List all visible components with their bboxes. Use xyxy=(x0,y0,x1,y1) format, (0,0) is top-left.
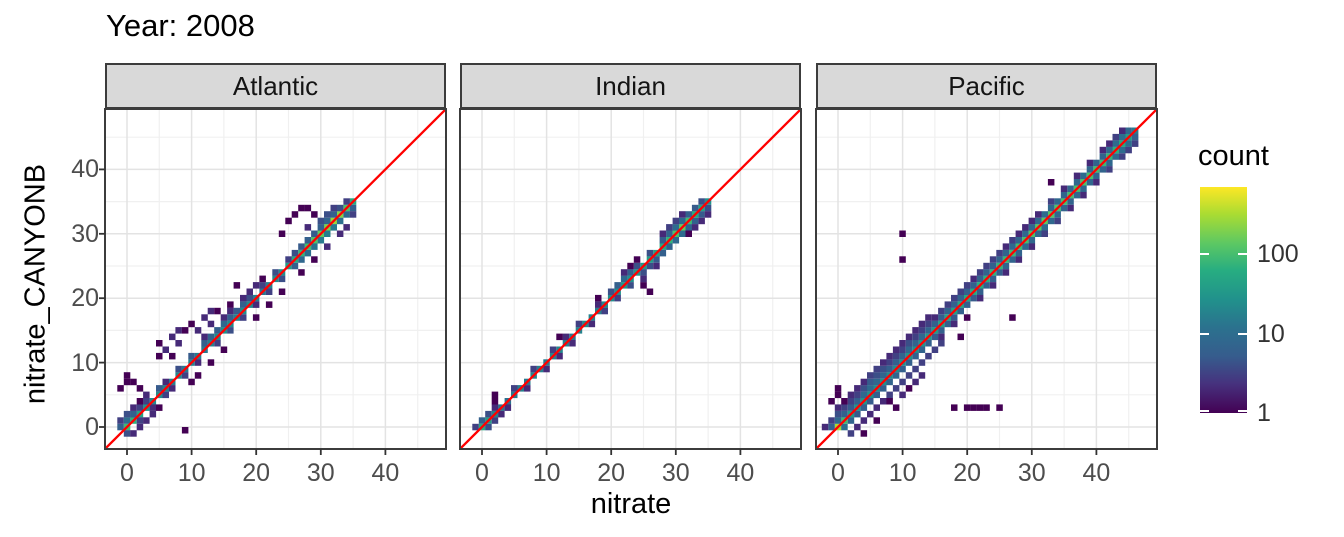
y-tick-label: 40 xyxy=(71,155,99,184)
x-tick-label: 0 xyxy=(120,459,134,487)
legend-tick-mark xyxy=(1238,332,1247,335)
facet-strip-label: Atlantic xyxy=(232,70,319,101)
x-tick-label: 40 xyxy=(726,459,755,487)
chart-title: Year: 2008 xyxy=(106,8,255,43)
x-tick-label: 10 xyxy=(888,459,917,487)
legend-tick-label: 1 xyxy=(1257,399,1271,427)
x-tick-label: 30 xyxy=(1017,459,1046,487)
facet-panel-indian xyxy=(459,108,802,455)
x-tick-label: 20 xyxy=(597,459,626,487)
legend-tick-label: 100 xyxy=(1257,240,1299,269)
x-tick-label: 30 xyxy=(306,459,335,487)
facet-strip-pacific: Pacific xyxy=(816,63,1157,109)
x-tick-label: 10 xyxy=(532,459,561,487)
facet-strip-label: Indian xyxy=(595,70,666,101)
legend-tick-mark xyxy=(1200,410,1209,412)
y-tick-label: 20 xyxy=(71,284,99,313)
legend-tick-label: 10 xyxy=(1257,319,1285,348)
legend-colorbar xyxy=(1200,187,1247,413)
facet-strip-atlantic: Atlantic xyxy=(105,63,446,109)
x-tick-label: 0 xyxy=(831,459,845,487)
facet-panel-pacific xyxy=(815,108,1158,455)
facet-panel-atlantic xyxy=(99,108,447,455)
x-tick-label: 20 xyxy=(953,459,982,487)
legend-tick-mark xyxy=(1200,332,1209,335)
legend-tick-mark xyxy=(1238,253,1247,256)
y-tick-label: 30 xyxy=(71,219,99,248)
x-tick-label: 10 xyxy=(177,459,206,487)
x-axis-title: nitrate xyxy=(590,488,672,520)
x-tick-label: 20 xyxy=(242,459,271,487)
x-tick-label: 0 xyxy=(475,459,489,487)
x-tick-label: 30 xyxy=(661,459,690,487)
x-tick-label: 40 xyxy=(1082,459,1111,487)
y-tick-label: 10 xyxy=(71,348,99,377)
x-tick-label: 40 xyxy=(371,459,400,487)
legend-tick-mark xyxy=(1200,253,1209,256)
facet-strip-indian: Indian xyxy=(460,63,801,109)
legend-title: count xyxy=(1198,140,1269,172)
facet-strip-label: Pacific xyxy=(948,70,1025,101)
y-tick-label: 0 xyxy=(85,413,99,441)
legend-tick-mark xyxy=(1238,410,1247,412)
y-axis-title: nitrate_CANYONB xyxy=(19,163,52,405)
